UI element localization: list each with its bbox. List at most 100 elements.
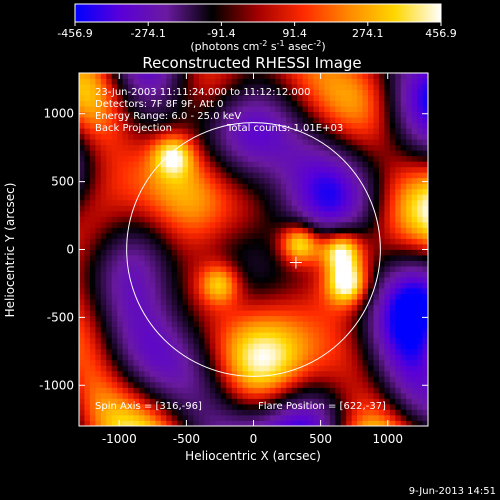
heatmap-cell	[329, 277, 336, 283]
heatmap-cell	[280, 122, 287, 129]
heatmap-cell	[231, 161, 238, 168]
heatmap-cell	[149, 95, 156, 101]
heatmap-cell	[182, 420, 189, 426]
heatmap-cell	[318, 133, 325, 140]
heatmap-cell	[286, 194, 293, 201]
heatmap-cell	[384, 288, 391, 295]
heatmap-cell	[324, 133, 331, 140]
heatmap-cell	[417, 117, 423, 124]
heatmap-cell	[209, 398, 216, 405]
heatmap-cell	[389, 337, 396, 344]
heatmap-cell	[313, 117, 320, 124]
heatmap-cell	[149, 194, 156, 201]
heatmap-cell	[411, 255, 418, 261]
heatmap-cell	[188, 243, 194, 250]
heatmap-cell	[111, 227, 118, 234]
heatmap-cell	[198, 387, 205, 394]
heatmap-cell	[128, 348, 134, 355]
heatmap-cell	[106, 398, 113, 405]
heatmap-cell	[275, 348, 282, 355]
heatmap-cell	[308, 166, 314, 173]
heatmap-cell	[302, 150, 309, 157]
heatmap-cell	[297, 232, 303, 239]
heatmap-cell	[297, 227, 303, 234]
heatmap-cell	[177, 288, 184, 295]
heatmap-cell	[248, 84, 254, 90]
heatmap-cell	[362, 332, 369, 339]
heatmap-cell	[79, 243, 85, 250]
heatmap-cell	[297, 348, 303, 355]
heatmap-cell	[138, 255, 145, 261]
heatmap-cell	[264, 84, 271, 90]
heatmap-cell	[400, 111, 407, 118]
heatmap-cell	[253, 100, 260, 107]
heatmap-cell	[89, 249, 96, 256]
heatmap-cell	[138, 387, 145, 394]
heatmap-cell	[373, 414, 380, 421]
heatmap-cell	[400, 188, 407, 195]
heatmap-cell	[417, 277, 423, 283]
heatmap-cell	[351, 227, 358, 234]
heatmap-cell	[308, 155, 314, 162]
heatmap-cell	[144, 420, 151, 426]
heatmap-cell	[357, 249, 363, 256]
heatmap-cell	[286, 117, 293, 124]
heatmap-cell	[155, 359, 162, 366]
heatmap-cell	[182, 277, 189, 283]
heatmap-cell	[286, 139, 293, 146]
heatmap-cell	[171, 255, 178, 261]
heatmap-cell	[160, 255, 167, 261]
heatmap-cell	[346, 403, 353, 410]
heatmap-cell	[373, 122, 380, 129]
heatmap-cell	[373, 359, 380, 366]
heatmap-cell	[422, 293, 428, 300]
heatmap-cell	[275, 122, 282, 129]
heatmap-cell	[122, 398, 129, 405]
heatmap-cell	[204, 161, 211, 168]
heatmap-cell	[335, 299, 342, 306]
heatmap-cell	[242, 387, 249, 394]
heatmap-cell	[220, 326, 227, 333]
heatmap-cell	[362, 365, 369, 372]
heatmap-cell	[117, 315, 124, 322]
heatmap-cell	[79, 161, 85, 168]
heatmap-cell	[231, 183, 238, 190]
heatmap-cell	[138, 304, 145, 311]
heatmap-cell	[258, 232, 265, 239]
heatmap-cell	[411, 161, 418, 168]
heatmap-cell	[128, 221, 134, 228]
heatmap-cell	[138, 243, 145, 250]
heatmap-cell	[291, 133, 298, 140]
heatmap-cell	[100, 359, 107, 366]
heatmap-cell	[198, 299, 205, 306]
heatmap-cell	[242, 172, 249, 179]
heatmap-cell	[406, 117, 413, 124]
heatmap-cell	[357, 304, 363, 311]
heatmap-cell	[177, 111, 184, 118]
heatmap-cell	[209, 370, 216, 377]
heatmap-cell	[335, 249, 342, 256]
heatmap-cell	[89, 277, 96, 283]
heatmap-cell	[231, 387, 238, 394]
heatmap-cell	[389, 205, 396, 212]
heatmap-cell	[242, 420, 249, 426]
heatmap-cell	[188, 403, 194, 410]
heatmap-cell	[106, 183, 113, 190]
heatmap-cell	[378, 343, 385, 350]
heatmap-cell	[133, 243, 140, 250]
heatmap-cell	[362, 354, 369, 361]
heatmap-cell	[302, 321, 309, 328]
heatmap-cell	[308, 73, 314, 79]
heatmap-cell	[357, 166, 363, 173]
heatmap-cell	[106, 194, 113, 201]
heatmap-cell	[188, 106, 194, 113]
heatmap-cell	[248, 106, 254, 113]
heatmap-cell	[258, 255, 265, 261]
heatmap-cell	[193, 304, 200, 311]
heatmap-cell	[275, 282, 282, 289]
heatmap-cell	[237, 359, 243, 366]
heatmap-cell	[95, 243, 102, 250]
heatmap-cell	[106, 161, 113, 168]
heatmap-cell	[193, 315, 200, 322]
heatmap-cell	[144, 343, 151, 350]
